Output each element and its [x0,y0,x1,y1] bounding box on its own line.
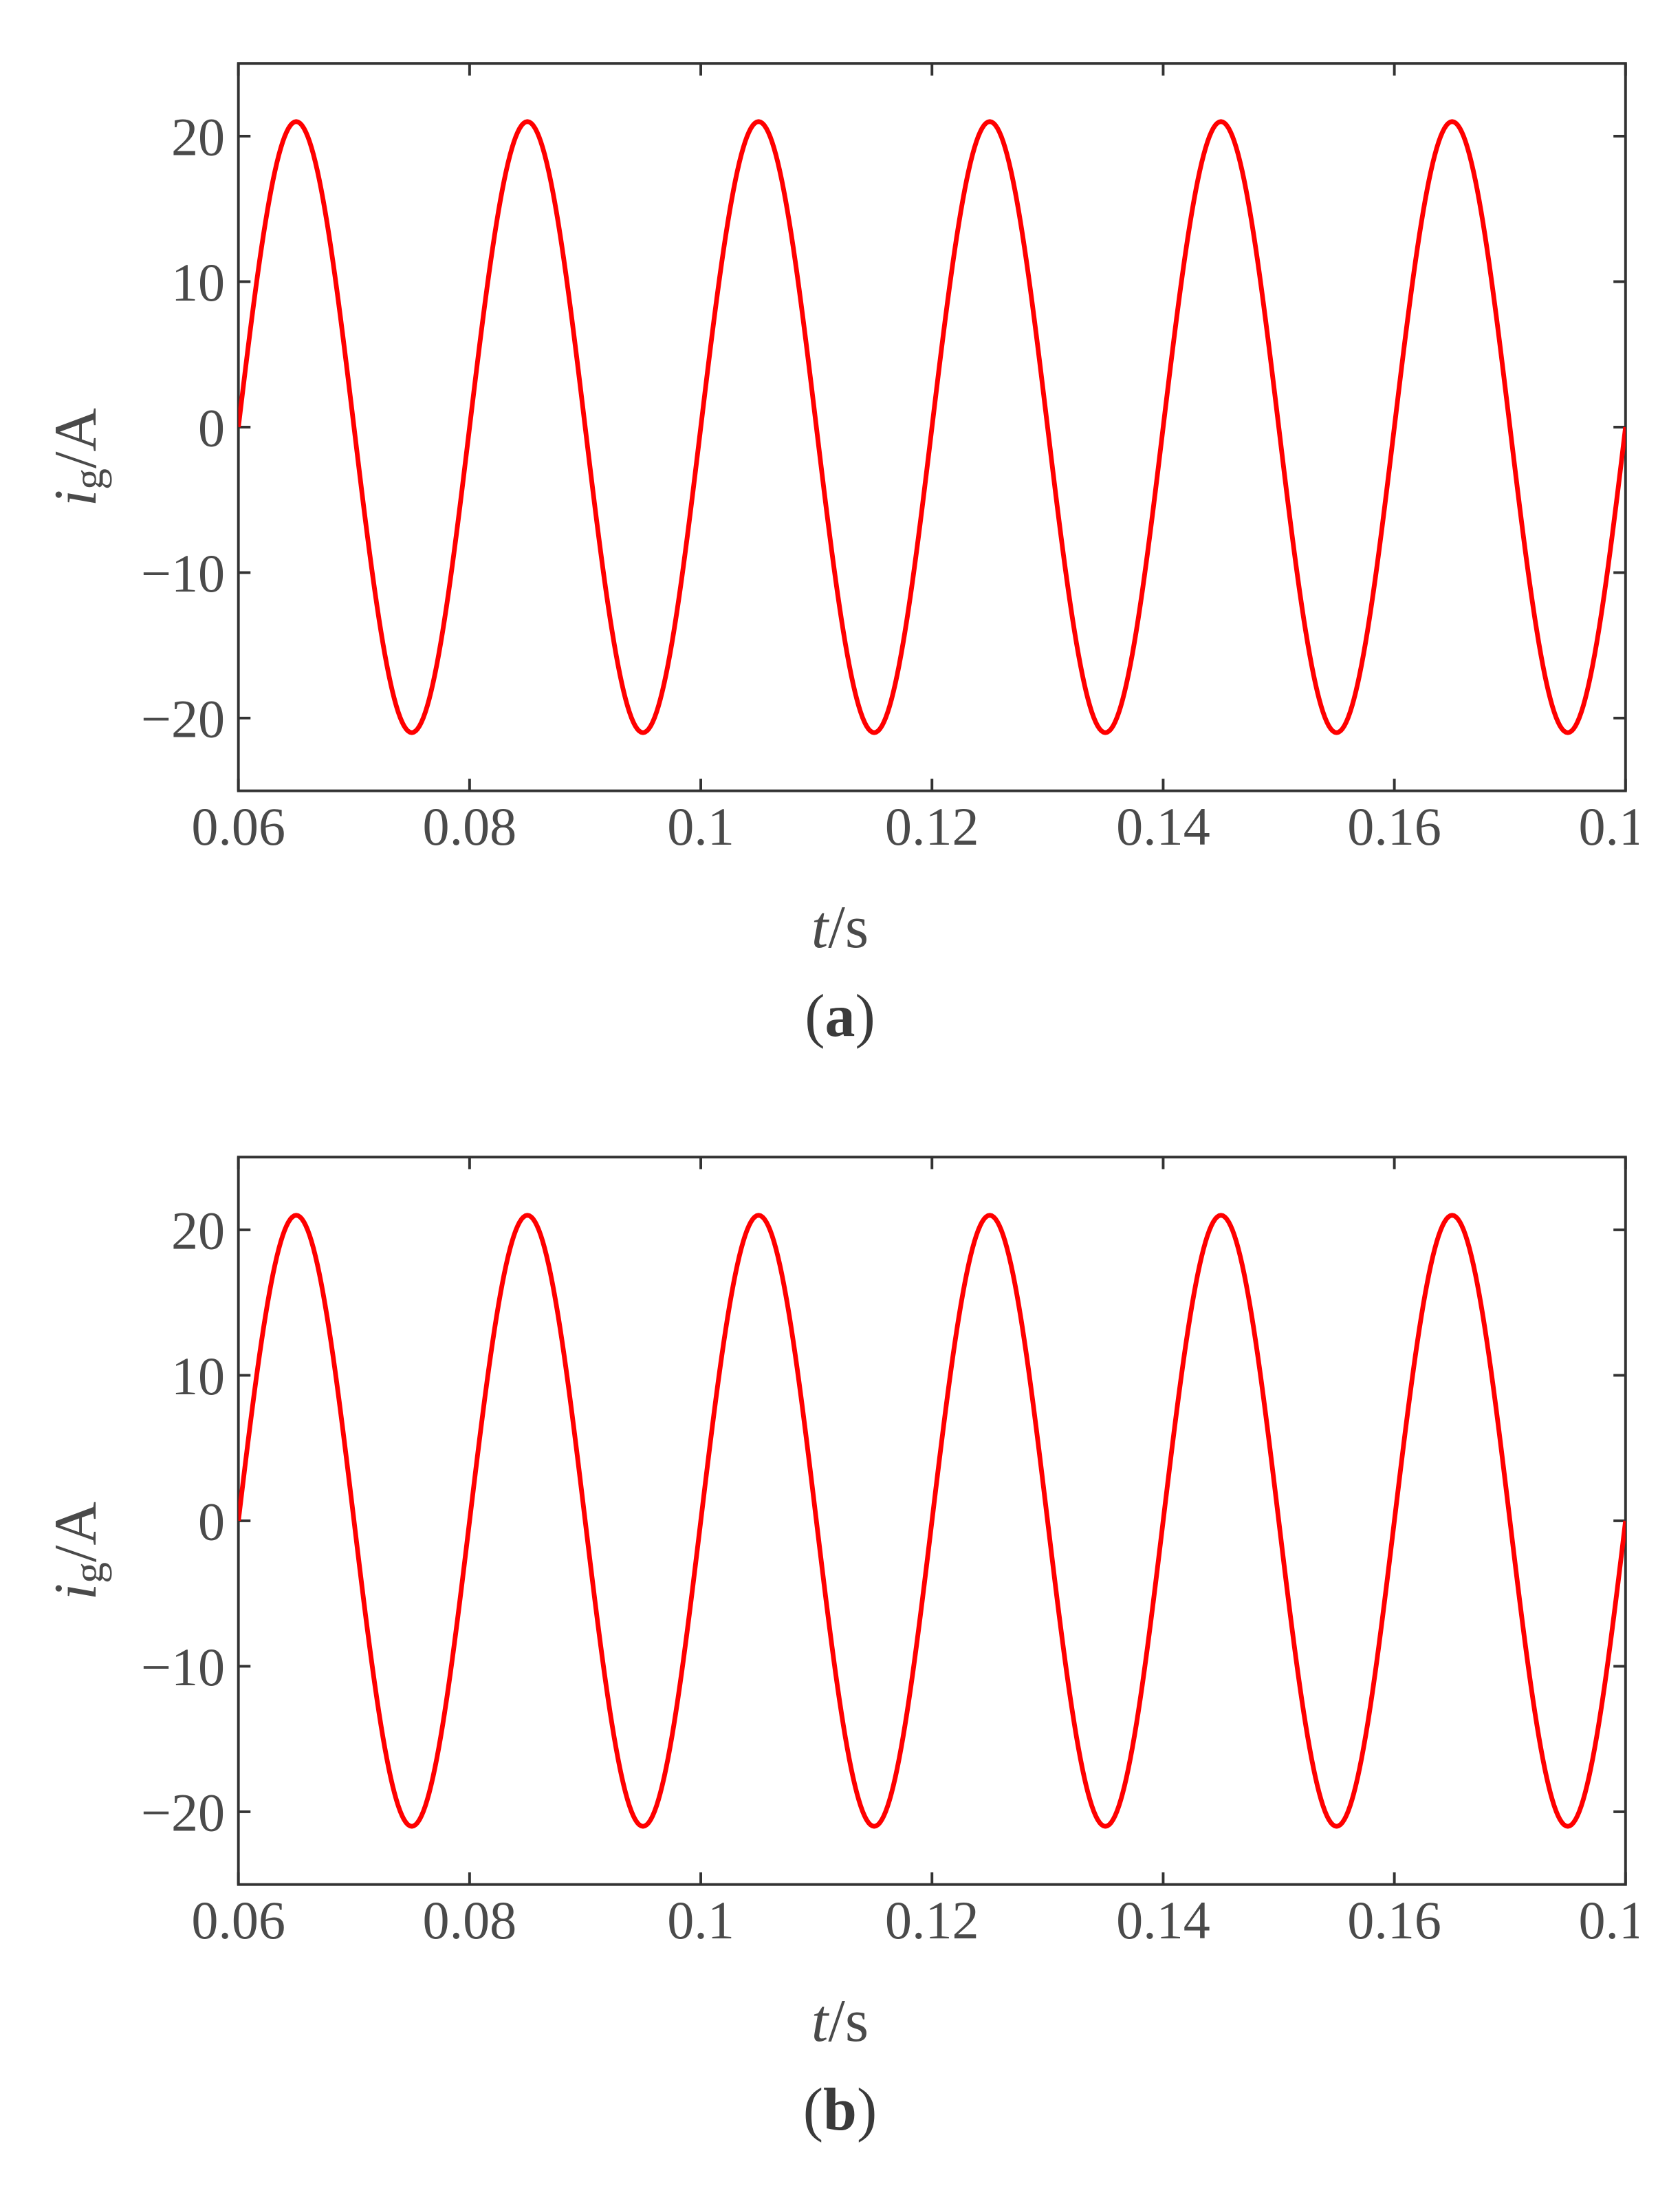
xtick-label: 0.06 [191,797,285,856]
panel-a-ylabel: ig/A [41,408,114,506]
xlabel-sep: / [828,894,844,961]
xtick-label: 0.08 [422,1890,516,1950]
xtick-label: 0.08 [422,797,516,856]
ytick-label: −20 [140,1782,224,1842]
panel-a-xlabel: t/s [811,893,869,962]
xlabel-var: t [811,1988,828,2055]
xtick-label: 0.18 [1578,1890,1639,1950]
ylabel-sub: g [66,1562,113,1583]
ylabel-sep: / [43,1546,109,1562]
panel-b-sublabel: (b) [803,2075,877,2145]
xtick-label: 0.12 [884,1890,979,1950]
panel-b: ig/A 0.060.080.10.120.140.160.18−20−1001… [41,1135,1639,2145]
sublabel-close: ) [857,2077,877,2143]
series-line [238,122,1625,733]
sublabel-close: ) [855,983,875,1050]
xtick-label: 0.1 [667,1890,734,1950]
ylabel-unit: A [43,408,109,452]
xlabel-unit: s [845,1988,869,2055]
ytick-label: 20 [171,1200,225,1260]
ytick-label: 10 [171,252,225,312]
ytick-label: −10 [140,543,224,603]
sublabel-open: ( [805,983,825,1050]
panel-b-svg: 0.06 0.08 0.1 0.12 0.14 0.16 0.18 −20 −10 0 10 20 [131,1135,1639,1967]
ytick-label: 20 [171,107,225,166]
panel-a-sublabel: (a) [805,982,875,1051]
ytick-label: 0 [198,398,225,457]
ytick-label: −20 [140,689,224,748]
figure-page: ig/A 0.060.080.10.120.140.160.18−20−1001… [0,0,1680,2186]
ytick-label: 10 [171,1346,225,1406]
series-line [238,1215,1625,1826]
sublabel-letter: a [825,983,855,1050]
xlabel-sep: / [828,1988,844,2055]
xlabel-unit: s [845,894,869,961]
panel-spacer [41,1051,1639,1135]
panel-b-xlabel: t/s [811,1987,869,2056]
ylabel-unit: A [43,1502,109,1546]
ytick-label: 0 [198,1491,225,1551]
xtick-label: 0.1 [667,797,734,856]
xtick-label: 0.18 [1578,797,1639,856]
ylabel-var: i [43,1583,109,1600]
xtick-label: 0.12 [884,797,979,856]
panel-a-svg: 0.06 0.08 0.1 0.12 0.14 0.16 0.18 −20 −10 0 10 20 [131,41,1639,874]
xtick-label: 0.14 [1116,1890,1210,1950]
sublabel-open: ( [803,2077,823,2143]
xtick-label: 0.16 [1347,797,1441,856]
panel-b-row: ig/A 0.06 0.08 0.1 0.12 0.14 0.16 0.18 −20 −10 0 1… [41,1135,1639,1967]
ytick-label: −10 [140,1637,224,1697]
ylabel-var: i [43,490,109,506]
sublabel-letter: b [823,2077,857,2143]
panel-a: ig/A 0.060.080.10.120.140.160.18−20−1001… [41,41,1639,1051]
xtick-label: 0.14 [1116,797,1210,856]
panel-b-ylabel: ig/A [41,1502,114,1600]
ylabel-sub: g [66,468,113,490]
xlabel-var: t [811,894,828,961]
xtick-label: 0.06 [191,1890,285,1950]
ylabel-sep: / [43,452,109,468]
xtick-label: 0.16 [1347,1890,1441,1950]
panel-a-row: ig/A 0.06 0.08 0.1 0.12 0.14 0.16 0.18 −20 −10 0 1… [41,41,1639,874]
